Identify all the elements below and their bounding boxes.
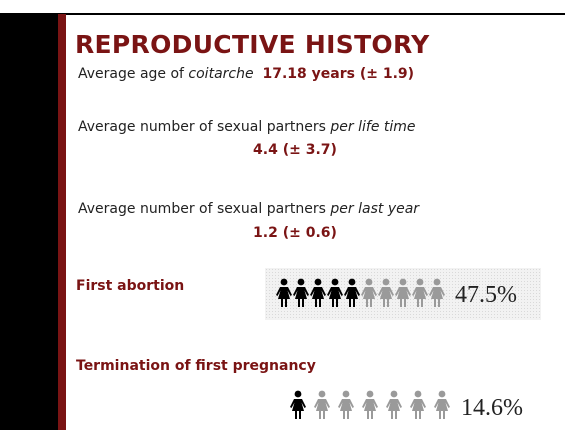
stat-label-italic: per last year [330, 201, 420, 217]
pictogram-label: First abortion [76, 278, 185, 294]
stat-label: Average number of sexual partners [78, 201, 326, 217]
pictogram-value: 47.5% [455, 282, 517, 308]
pictogram: 14.6% [290, 390, 523, 421]
pictogram-value: 14.6% [461, 395, 523, 421]
top-rule [0, 13, 565, 15]
pictogram: 47.5% [265, 268, 541, 320]
red-band [58, 14, 66, 430]
stat-label-italic: per life time [330, 119, 416, 135]
stat-label-italic: coitarche [188, 66, 254, 82]
stat-line: Average number of sexual partners per la… [78, 201, 419, 217]
pictogram-label: Termination of first pregnancy [76, 358, 316, 374]
stat-value: 17.18 years (± 1.9) [262, 66, 415, 82]
stat-label: Average number of sexual partners [78, 119, 326, 135]
stat-label: Average age of [78, 66, 184, 82]
stat-value: 4.4 (± 3.7) [253, 142, 337, 158]
stat-value: 1.2 (± 0.6) [253, 225, 337, 241]
stat-line: Average age of coitarche 17.18 years (± … [78, 66, 414, 82]
left-band [0, 14, 58, 430]
slide-title: REPRODUCTIVE HISTORY [75, 30, 430, 59]
stat-line: Average number of sexual partners per li… [78, 119, 416, 135]
